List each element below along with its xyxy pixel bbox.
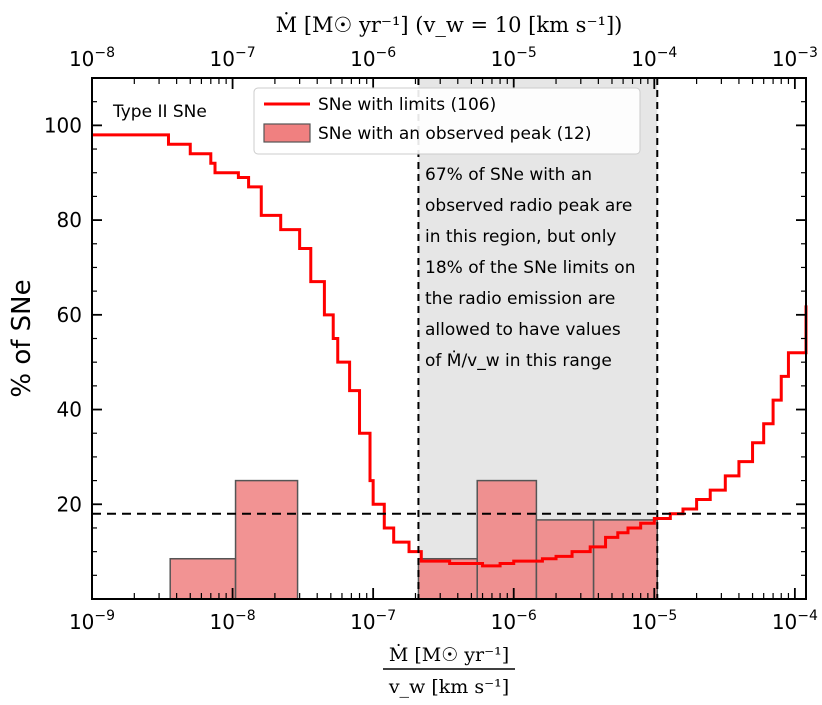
- tick-exponent: −5: [657, 608, 678, 624]
- tick-exponent: −8: [235, 608, 256, 624]
- histogram-bar: [476, 479, 538, 600]
- limits-step-line: [92, 133, 808, 568]
- tick-base: 10: [210, 610, 235, 634]
- x-bottom-tick-label: 10−4: [772, 608, 818, 634]
- shaded-region-layer: [418, 78, 658, 599]
- y-tick-label: 20: [57, 492, 82, 516]
- x-top-tick-label: 10−5: [491, 45, 537, 71]
- tick-base: 10: [772, 610, 797, 634]
- annotation-line: the radio emission are: [425, 289, 615, 309]
- tick-exponent: −4: [797, 608, 818, 624]
- tick-base: 10: [350, 610, 375, 634]
- x-axis-label-numerator: Ṁ [M☉ yr⁻¹]: [389, 643, 509, 666]
- legend-label-peak: SNe with an observed peak (12): [318, 124, 591, 144]
- tick-exponent: −7: [235, 45, 256, 61]
- annotation-line: allowed to have values: [425, 320, 621, 340]
- tick-base: 10: [491, 610, 516, 634]
- annotation-line: 67% of SNe with an: [425, 165, 592, 185]
- annotation-line: observed radio peak are: [425, 196, 632, 216]
- tick-base: 10: [69, 610, 94, 634]
- x-bottom-tick-label: 10−9: [69, 608, 115, 634]
- histogram-bar: [169, 557, 237, 600]
- x-top-tick-label: 10−4: [631, 45, 677, 71]
- tick-exponent: −7: [376, 608, 397, 624]
- shaded-region: [418, 78, 658, 599]
- x-top-tick-label: 10−7: [210, 45, 256, 71]
- panel-label: Type II SNe: [112, 102, 207, 122]
- annotation-line: of Ṁ/v_w in this range: [425, 350, 612, 371]
- annotation-block: 67% of SNe with an observed radio peak ar…: [425, 165, 635, 371]
- annotation-line: 18% of the SNe limits on: [425, 258, 635, 278]
- tick-exponent: −9: [94, 608, 115, 624]
- x-top-tick-label: 10−8: [69, 45, 115, 71]
- tick-base: 10: [772, 47, 797, 71]
- legend-box: [253, 87, 641, 155]
- tick-base: 10: [631, 47, 656, 71]
- y-tick-label: 40: [57, 398, 82, 422]
- tick-exponent: −6: [376, 45, 397, 61]
- x-axis-label-denominator: v_w [km s⁻¹]: [388, 676, 509, 698]
- x-bottom-tick-label: 10−5: [631, 608, 677, 634]
- guide-lines-layer: [92, 78, 806, 599]
- tick-exponent: −6: [516, 608, 537, 624]
- tick-base: 10: [631, 610, 656, 634]
- x-bottom-tick-label: 10−7: [350, 608, 396, 634]
- legend-label-limits: SNe with limits (106): [318, 95, 496, 115]
- x-bottom-tick-label: 10−8: [210, 608, 256, 634]
- tick-exponent: −8: [94, 45, 115, 61]
- y-tick-label: 60: [57, 303, 82, 327]
- tick-exponent: −4: [657, 45, 678, 61]
- x-top-axis-label: Ṁ [M☉ yr⁻¹] (v_w = 10 [km s⁻¹]): [276, 13, 623, 37]
- tick-exponent: −3: [797, 45, 818, 61]
- x-top-tick-label: 10−3: [772, 45, 818, 71]
- histogram-bar: [234, 479, 299, 600]
- tick-base: 10: [69, 47, 94, 71]
- tick-exponent: −5: [516, 45, 537, 61]
- y-tick-label: 100: [44, 113, 82, 137]
- legend: SNe with limits (106) SNe with an observe…: [253, 87, 641, 155]
- legend-bar-swatch: [263, 123, 311, 143]
- x-top-tick-label: 10−6: [350, 45, 396, 71]
- tick-base: 10: [491, 47, 516, 71]
- annotation-line: in this region, but only: [425, 227, 617, 247]
- labels-layer: % of SNe Ṁ [M☉ yr⁻¹] v_w [km s⁻¹] Ṁ [M☉ yr⁻…: [7, 13, 622, 698]
- y-tick-label: 80: [57, 208, 82, 232]
- tick-base: 10: [210, 47, 235, 71]
- line-layer: [92, 133, 808, 568]
- y-axis-label: % of SNe: [7, 279, 37, 397]
- tick-base: 10: [350, 47, 375, 71]
- x-bottom-tick-label: 10−6: [491, 608, 537, 634]
